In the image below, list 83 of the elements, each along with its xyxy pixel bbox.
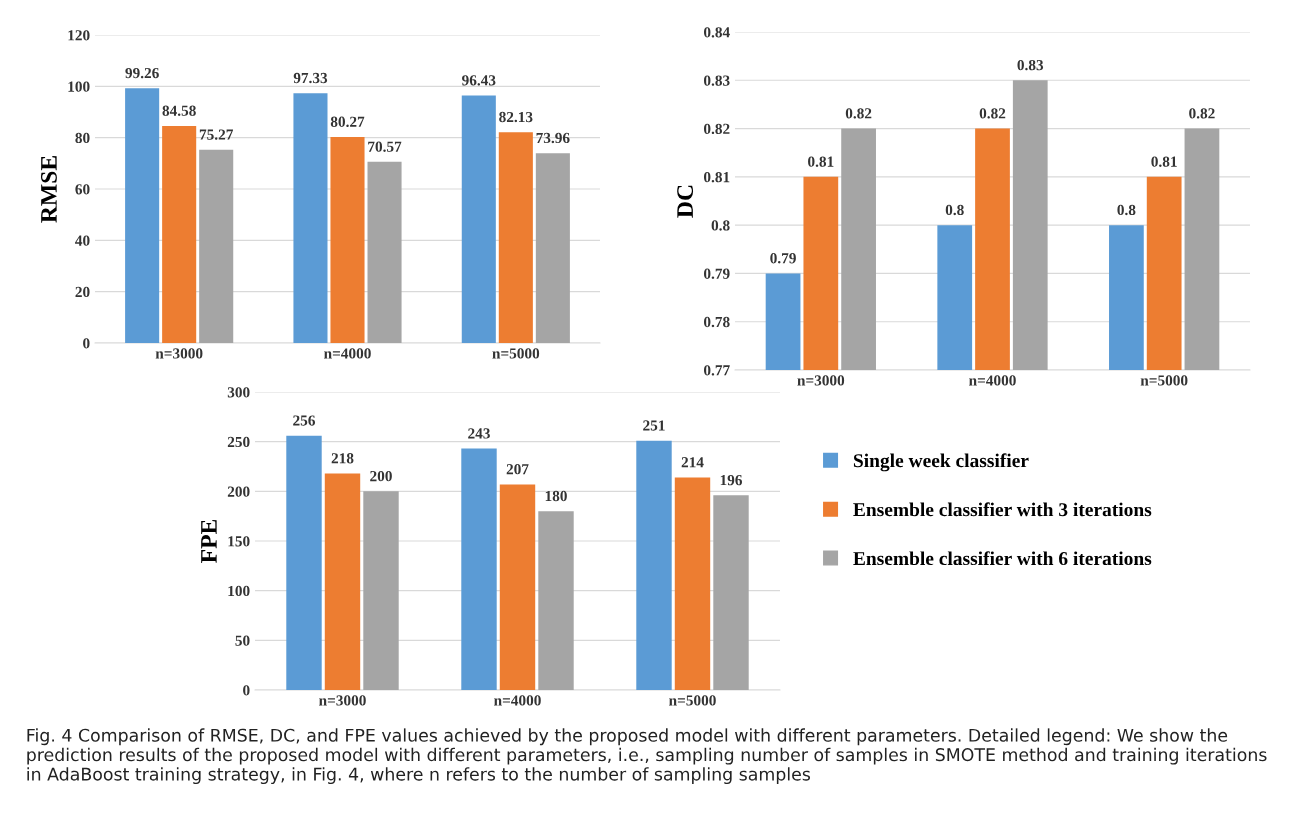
data-label: 251 — [643, 420, 665, 431]
bar — [293, 93, 328, 343]
bar — [498, 132, 533, 343]
x-tick-label: n=5000 — [1140, 375, 1188, 386]
bar — [330, 136, 365, 343]
bar — [713, 495, 749, 690]
data-label: 0.82 — [845, 108, 872, 119]
bar — [538, 511, 574, 690]
data-label: 0.83 — [1017, 59, 1044, 71]
y-tick-label: 300 — [227, 387, 250, 398]
x-tick-label: n=4000 — [324, 348, 371, 359]
data-label: 243 — [468, 428, 490, 439]
y-tick-label: 40 — [75, 235, 90, 246]
y-tick-label: 100 — [228, 585, 250, 597]
y-tick-label: 100 — [68, 81, 90, 92]
data-label: 256 — [293, 415, 316, 426]
x-tick-label: n=5000 — [669, 695, 716, 706]
y-axis-title: FPE — [201, 519, 217, 563]
data-label: 180 — [545, 490, 567, 502]
bar — [461, 448, 497, 690]
y-tick-label: 0 — [243, 685, 250, 696]
y-tick-label: 200 — [227, 486, 250, 497]
x-tick-label: n=4000 — [494, 695, 541, 706]
y-tick-label: 120 — [68, 30, 90, 41]
y-tick-label: 0.78 — [703, 316, 730, 328]
data-label: 80.27 — [330, 116, 365, 127]
y-tick-label: 0.82 — [703, 123, 730, 135]
data-label: 75.27 — [199, 129, 234, 140]
x-tick-label: n=3000 — [319, 695, 366, 706]
data-label: 0.79 — [770, 253, 796, 264]
bar — [367, 161, 402, 343]
data-label: 218 — [331, 453, 354, 464]
y-tick-label: 0.83 — [703, 75, 730, 86]
x-tick-label: n=4000 — [969, 375, 1016, 386]
y-tick-label: 0.77 — [703, 365, 730, 376]
bar — [286, 435, 322, 690]
data-label: 0.81 — [1151, 156, 1177, 167]
data-label: 70.57 — [368, 141, 402, 152]
y-tick-label: 80 — [75, 132, 90, 144]
bar — [162, 125, 197, 343]
y-axis-title: DC — [677, 185, 694, 218]
bar — [636, 440, 672, 690]
data-label: 214 — [681, 457, 704, 468]
y-axis-title: RMSE — [41, 156, 57, 223]
bar — [674, 477, 711, 690]
x-tick-label: n=3000 — [797, 375, 845, 386]
data-label: 0.81 — [808, 156, 834, 167]
y-tick-label: 50 — [235, 635, 250, 646]
data-label: 99.26 — [125, 67, 159, 79]
y-tick-label: 150 — [228, 536, 250, 547]
legend-label: Ensemble classifier with 3 iterations — [853, 502, 1152, 517]
y-tick-label: 0.84 — [703, 27, 730, 38]
bar — [499, 484, 536, 690]
y-tick-label: 60 — [75, 184, 90, 195]
legend-label: Single week classifier — [853, 453, 1029, 472]
data-label: 82.13 — [499, 111, 533, 123]
bar — [461, 95, 496, 343]
y-tick-label: 0.79 — [703, 268, 730, 279]
data-label: 207 — [506, 464, 529, 475]
data-label: 96.43 — [462, 75, 496, 86]
y-tick-label: 0.81 — [703, 172, 730, 183]
data-label: 97.33 — [293, 72, 328, 84]
data-label: 0.8 — [945, 204, 964, 216]
data-label: 0.8 — [1117, 204, 1136, 216]
bar — [125, 88, 160, 343]
data-label: 196 — [720, 474, 743, 486]
bar — [363, 491, 399, 690]
data-label: 0.82 — [979, 108, 1006, 119]
data-label: 84.58 — [162, 105, 196, 116]
bar — [199, 149, 234, 343]
data-label: 0.82 — [1189, 108, 1215, 119]
y-tick-label: 0 — [83, 338, 90, 349]
y-tick-label: 250 — [227, 436, 250, 448]
y-tick-label: 0.8 — [711, 220, 730, 231]
data-label: 200 — [370, 470, 392, 482]
x-tick-label: n=3000 — [155, 348, 203, 359]
caption: Fig. 4 Comparison of RMSE, DC, and FPE values achieved by the proposed model with different parameters. Detailed legend: We show the prediction results of the proposed model with different parameters, i.e., sampling number of samples in SMOTE method and training iterations in AdaBoost training strategy, in Fig. 4, where n refers to the number of sampling samples — [27, 728, 1267, 785]
data-label: 73.96 — [536, 132, 570, 144]
legend-label: Ensemble classifier with 6 iterations — [853, 551, 1152, 566]
x-tick-label: n=5000 — [492, 348, 540, 359]
bar — [324, 473, 361, 690]
bar — [535, 153, 570, 343]
y-tick-label: 20 — [75, 286, 90, 298]
